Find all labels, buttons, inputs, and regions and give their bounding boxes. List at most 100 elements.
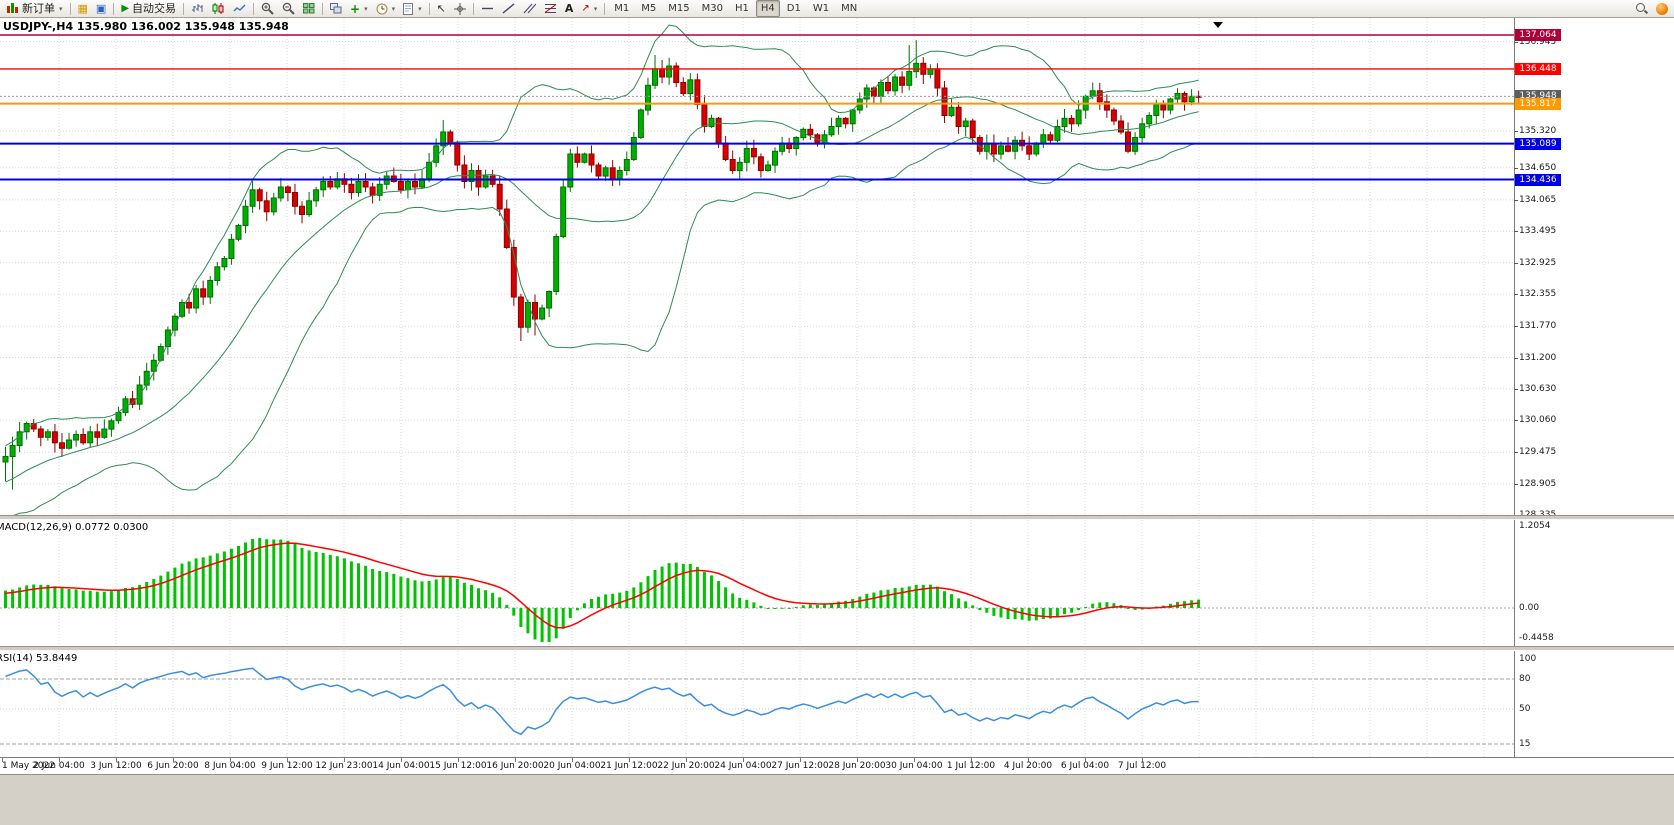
timeframe-button-m5[interactable]: M5 [641, 3, 657, 14]
equidistant-channel-button[interactable] [519, 0, 540, 18]
time-axis-label: 7 Jul 12:00 [1117, 761, 1167, 771]
time-axis-label: 16 Jun 20:00 [486, 761, 544, 771]
new-chart-button[interactable]: + ▾ [346, 0, 372, 18]
zoom-in-button[interactable] [257, 0, 278, 18]
price-scale-label: 132.925 [1519, 257, 1557, 268]
timeframe-button-d1[interactable]: D1 [786, 3, 801, 14]
rsi-scale-label: 15 [1519, 739, 1531, 749]
candlestick-chart-button[interactable] [208, 0, 229, 18]
time-axis-label: 21 Jun 12:00 [600, 761, 658, 771]
rsi-pane[interactable] [0, 651, 1674, 757]
candlesticks [2, 40, 1202, 490]
time-axis-label: 6 Jun 20:00 [147, 761, 199, 771]
alert-badge[interactable] [1652, 0, 1672, 18]
market-watch-icon: ▦ [77, 2, 88, 15]
pane-splitter[interactable] [0, 515, 1674, 520]
new-order-button[interactable]: 新订单 ▾ [2, 0, 67, 18]
timeframe-button-m15[interactable]: M15 [668, 3, 690, 14]
time-axis-tick [2, 758, 3, 762]
zoom-out-button[interactable] [278, 0, 299, 18]
auto-trading-button[interactable]: ▶ 自动交易 [117, 0, 180, 18]
time-axis[interactable]: 1 May 2022 2 Jun 04:00 3 Jun 12:00 6 Jun 20… [0, 757, 1674, 774]
window-footer [0, 774, 1674, 825]
price-scale-tick [1514, 262, 1518, 264]
chart-shift-marker[interactable] [1213, 22, 1223, 28]
cascade-windows-button[interactable] [326, 0, 346, 18]
timeframe-button-h4[interactable]: H4 [755, 0, 780, 17]
rsi-scale-label: 50 [1519, 704, 1531, 714]
arrows-button[interactable]: ↗ ▾ [577, 0, 601, 18]
main-grid [0, 18, 1514, 515]
periods-button[interactable]: ▾ [372, 0, 400, 18]
rsi-label: RSI(14) 53.8449 [0, 653, 78, 664]
navigator-button[interactable]: ▣ [92, 0, 110, 18]
zoom-in-icon [261, 2, 274, 15]
macd-label: MACD(12,26,9) 0.0772 0.0300 [0, 522, 149, 533]
timeframe-button-m30[interactable]: M30 [701, 3, 723, 14]
price-scale-tick [1514, 483, 1518, 485]
time-axis-tick [230, 758, 231, 762]
price-scale-tick [1514, 167, 1518, 169]
new-order-icon [6, 3, 19, 14]
template-icon [403, 2, 414, 15]
time-axis-tick [344, 758, 345, 762]
horizontal-lines[interactable] [0, 34, 1514, 181]
cursor-button[interactable]: ↖ [433, 0, 450, 18]
price-scale-label: 135.320 [1519, 125, 1557, 136]
time-axis-tick [1028, 758, 1029, 762]
price-chart-pane[interactable] [0, 18, 1674, 515]
timeframe-button-h1[interactable]: H1 [735, 3, 749, 14]
candles-icon [212, 3, 225, 14]
text-label-button[interactable]: A [561, 0, 578, 18]
market-watch-button[interactable]: ▦ [74, 0, 92, 18]
time-axis-tick [173, 758, 174, 762]
macd-signal-line [5, 542, 1199, 629]
price-scale-tick [1514, 41, 1518, 43]
time-axis-tick [1142, 758, 1143, 762]
time-axis-label: 2 Jun 04:00 [33, 761, 85, 771]
timeframe-button-w1[interactable]: W1 [812, 3, 830, 14]
time-axis-tick [914, 758, 915, 762]
line-chart-button[interactable] [229, 0, 250, 18]
price-scale-tick [1514, 231, 1518, 233]
tile-icon [303, 3, 315, 14]
price-scale-tick [1514, 357, 1518, 359]
time-axis-label: 14 Jun 04:00 [372, 761, 430, 771]
time-axis-label: 3 Jun 12:00 [90, 761, 142, 771]
bar-chart-button[interactable] [187, 0, 208, 18]
tile-windows-button[interactable] [299, 0, 319, 18]
magnifier-icon [1635, 2, 1648, 15]
trendline-button[interactable] [498, 0, 519, 18]
pane-splitter[interactable] [0, 646, 1674, 651]
price-scale-label: 131.200 [1519, 352, 1557, 363]
timeframe-button-m1[interactable]: M1 [614, 3, 630, 14]
price-scale-label: 134.065 [1519, 194, 1557, 205]
time-axis-label: 4 Jul 20:00 [1003, 761, 1053, 771]
search-button[interactable] [1631, 0, 1652, 18]
price-scale-label: 129.475 [1519, 447, 1557, 458]
price-scale-tick [1514, 388, 1518, 390]
chevron-down-icon: ▾ [418, 4, 422, 13]
price-scale-label: 136.945 [1519, 36, 1557, 47]
timeframe-button-mn[interactable]: MN [841, 3, 858, 14]
price-scale-tick [1514, 199, 1518, 201]
time-axis-tick [686, 758, 687, 762]
time-axis-tick [800, 758, 801, 762]
crosshair-button[interactable] [450, 0, 470, 18]
fibonacci-button[interactable] [540, 0, 561, 18]
chart-window[interactable]: USDJPY-,H4 135.980 136.002 135.948 135.9… [0, 18, 1674, 825]
line-icon [233, 3, 246, 14]
bollinger-bands [5, 24, 1199, 515]
horizontal-line-button[interactable] [477, 0, 498, 18]
price-scale-border [1514, 18, 1515, 757]
time-axis-tick [857, 758, 858, 762]
clock-icon [376, 3, 388, 15]
cascade-icon [330, 3, 342, 14]
fibo-icon [544, 3, 557, 14]
macd-scale-label: 0.00 [1519, 603, 1540, 613]
time-axis-tick [287, 758, 288, 762]
chevron-down-icon: ▾ [391, 4, 396, 13]
templates-button[interactable]: ▾ [399, 0, 426, 18]
macd-pane[interactable] [0, 520, 1674, 646]
dot-icon [1656, 2, 1668, 15]
